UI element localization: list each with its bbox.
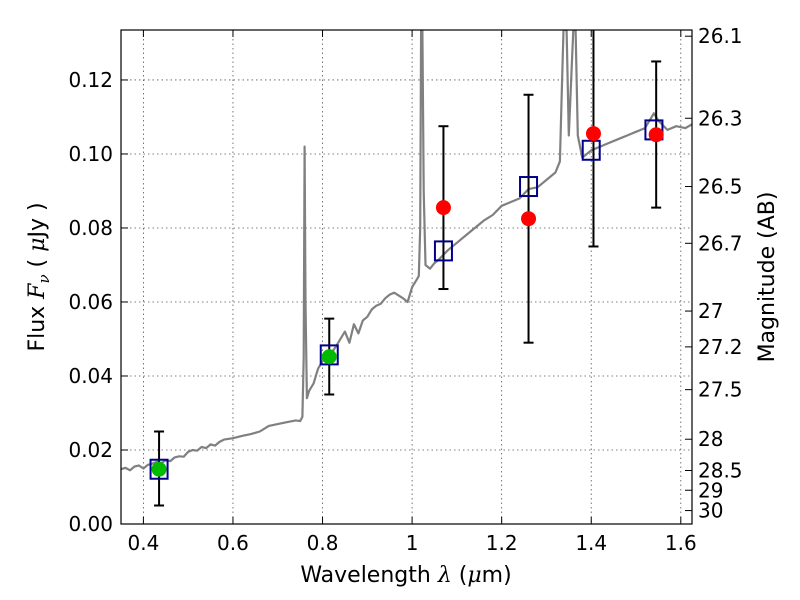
errorbar-series xyxy=(154,30,662,507)
y-tick-label: 0.08 xyxy=(68,216,113,240)
observed-photometry-point xyxy=(435,200,451,216)
model-photometry-box xyxy=(433,240,453,262)
y-tick-label: 0.10 xyxy=(68,142,113,166)
observed-photometry-point xyxy=(151,461,167,477)
x-axis-ticks: 0.4 0.6 0.8 1 1.2 1.4 1.6 xyxy=(127,30,697,555)
observed-photometry-series xyxy=(151,126,664,477)
y-tick-label: 0.04 xyxy=(68,364,113,388)
x-tick-label: 0.6 xyxy=(217,531,249,555)
y-tick-label: 0.12 xyxy=(68,68,113,92)
magnitude-tick-label: 27 xyxy=(698,299,723,323)
y-axis-label: Flux Fν ( μJy ) xyxy=(25,202,53,351)
model-spectrum-line xyxy=(121,30,692,472)
y-tick-label: 0.06 xyxy=(68,290,113,314)
y-tick-label: 0.00 xyxy=(68,512,113,536)
spectrum-series xyxy=(121,30,692,472)
y-axis-ticks: 0.00 0.02 0.04 0.06 0.08 0.10 0.12 xyxy=(68,68,128,536)
x-tick-label: 0.8 xyxy=(307,531,339,555)
model-photometry-box xyxy=(149,458,169,480)
magnitude-tick-label: 29 xyxy=(698,478,723,502)
x-axis-label: Wavelength λ (μm) xyxy=(300,563,511,588)
magnitude-tick-label: 27.2 xyxy=(698,335,743,359)
observed-photometry-point xyxy=(321,349,337,365)
observed-photometry-point xyxy=(521,211,537,227)
x-tick-label: 1 xyxy=(406,531,419,555)
magnitude-tick-label: 26.5 xyxy=(698,175,743,199)
magnitude-tick-label: 28 xyxy=(698,427,723,451)
x-tick-label: 0.4 xyxy=(127,531,159,555)
model-photometry-box xyxy=(519,176,539,198)
grid-lines xyxy=(121,30,692,524)
x-tick-label: 1.6 xyxy=(665,531,697,555)
x-tick-label: 1.4 xyxy=(575,531,607,555)
observed-photometry-point xyxy=(585,126,601,142)
magnitude-tick-label: 28.5 xyxy=(698,459,743,483)
model-photometry-box xyxy=(319,344,339,366)
y-tick-label: 0.02 xyxy=(68,438,113,462)
model-photometry-series xyxy=(149,119,664,480)
magnitude-tick-label: 30 xyxy=(698,499,723,523)
magnitude-tick-label: 26.7 xyxy=(698,231,743,255)
x-tick-label: 1.2 xyxy=(486,531,518,555)
magnitude-tick-label: 27.5 xyxy=(698,378,743,402)
magnitude-tick-label: 26.1 xyxy=(698,24,743,48)
plot-frame xyxy=(120,29,693,525)
observed-photometry-point xyxy=(648,127,664,143)
magnitude-axis-label: Magnitude (AB) xyxy=(755,192,780,363)
magnitude-tick-label: 26.3 xyxy=(698,106,743,130)
